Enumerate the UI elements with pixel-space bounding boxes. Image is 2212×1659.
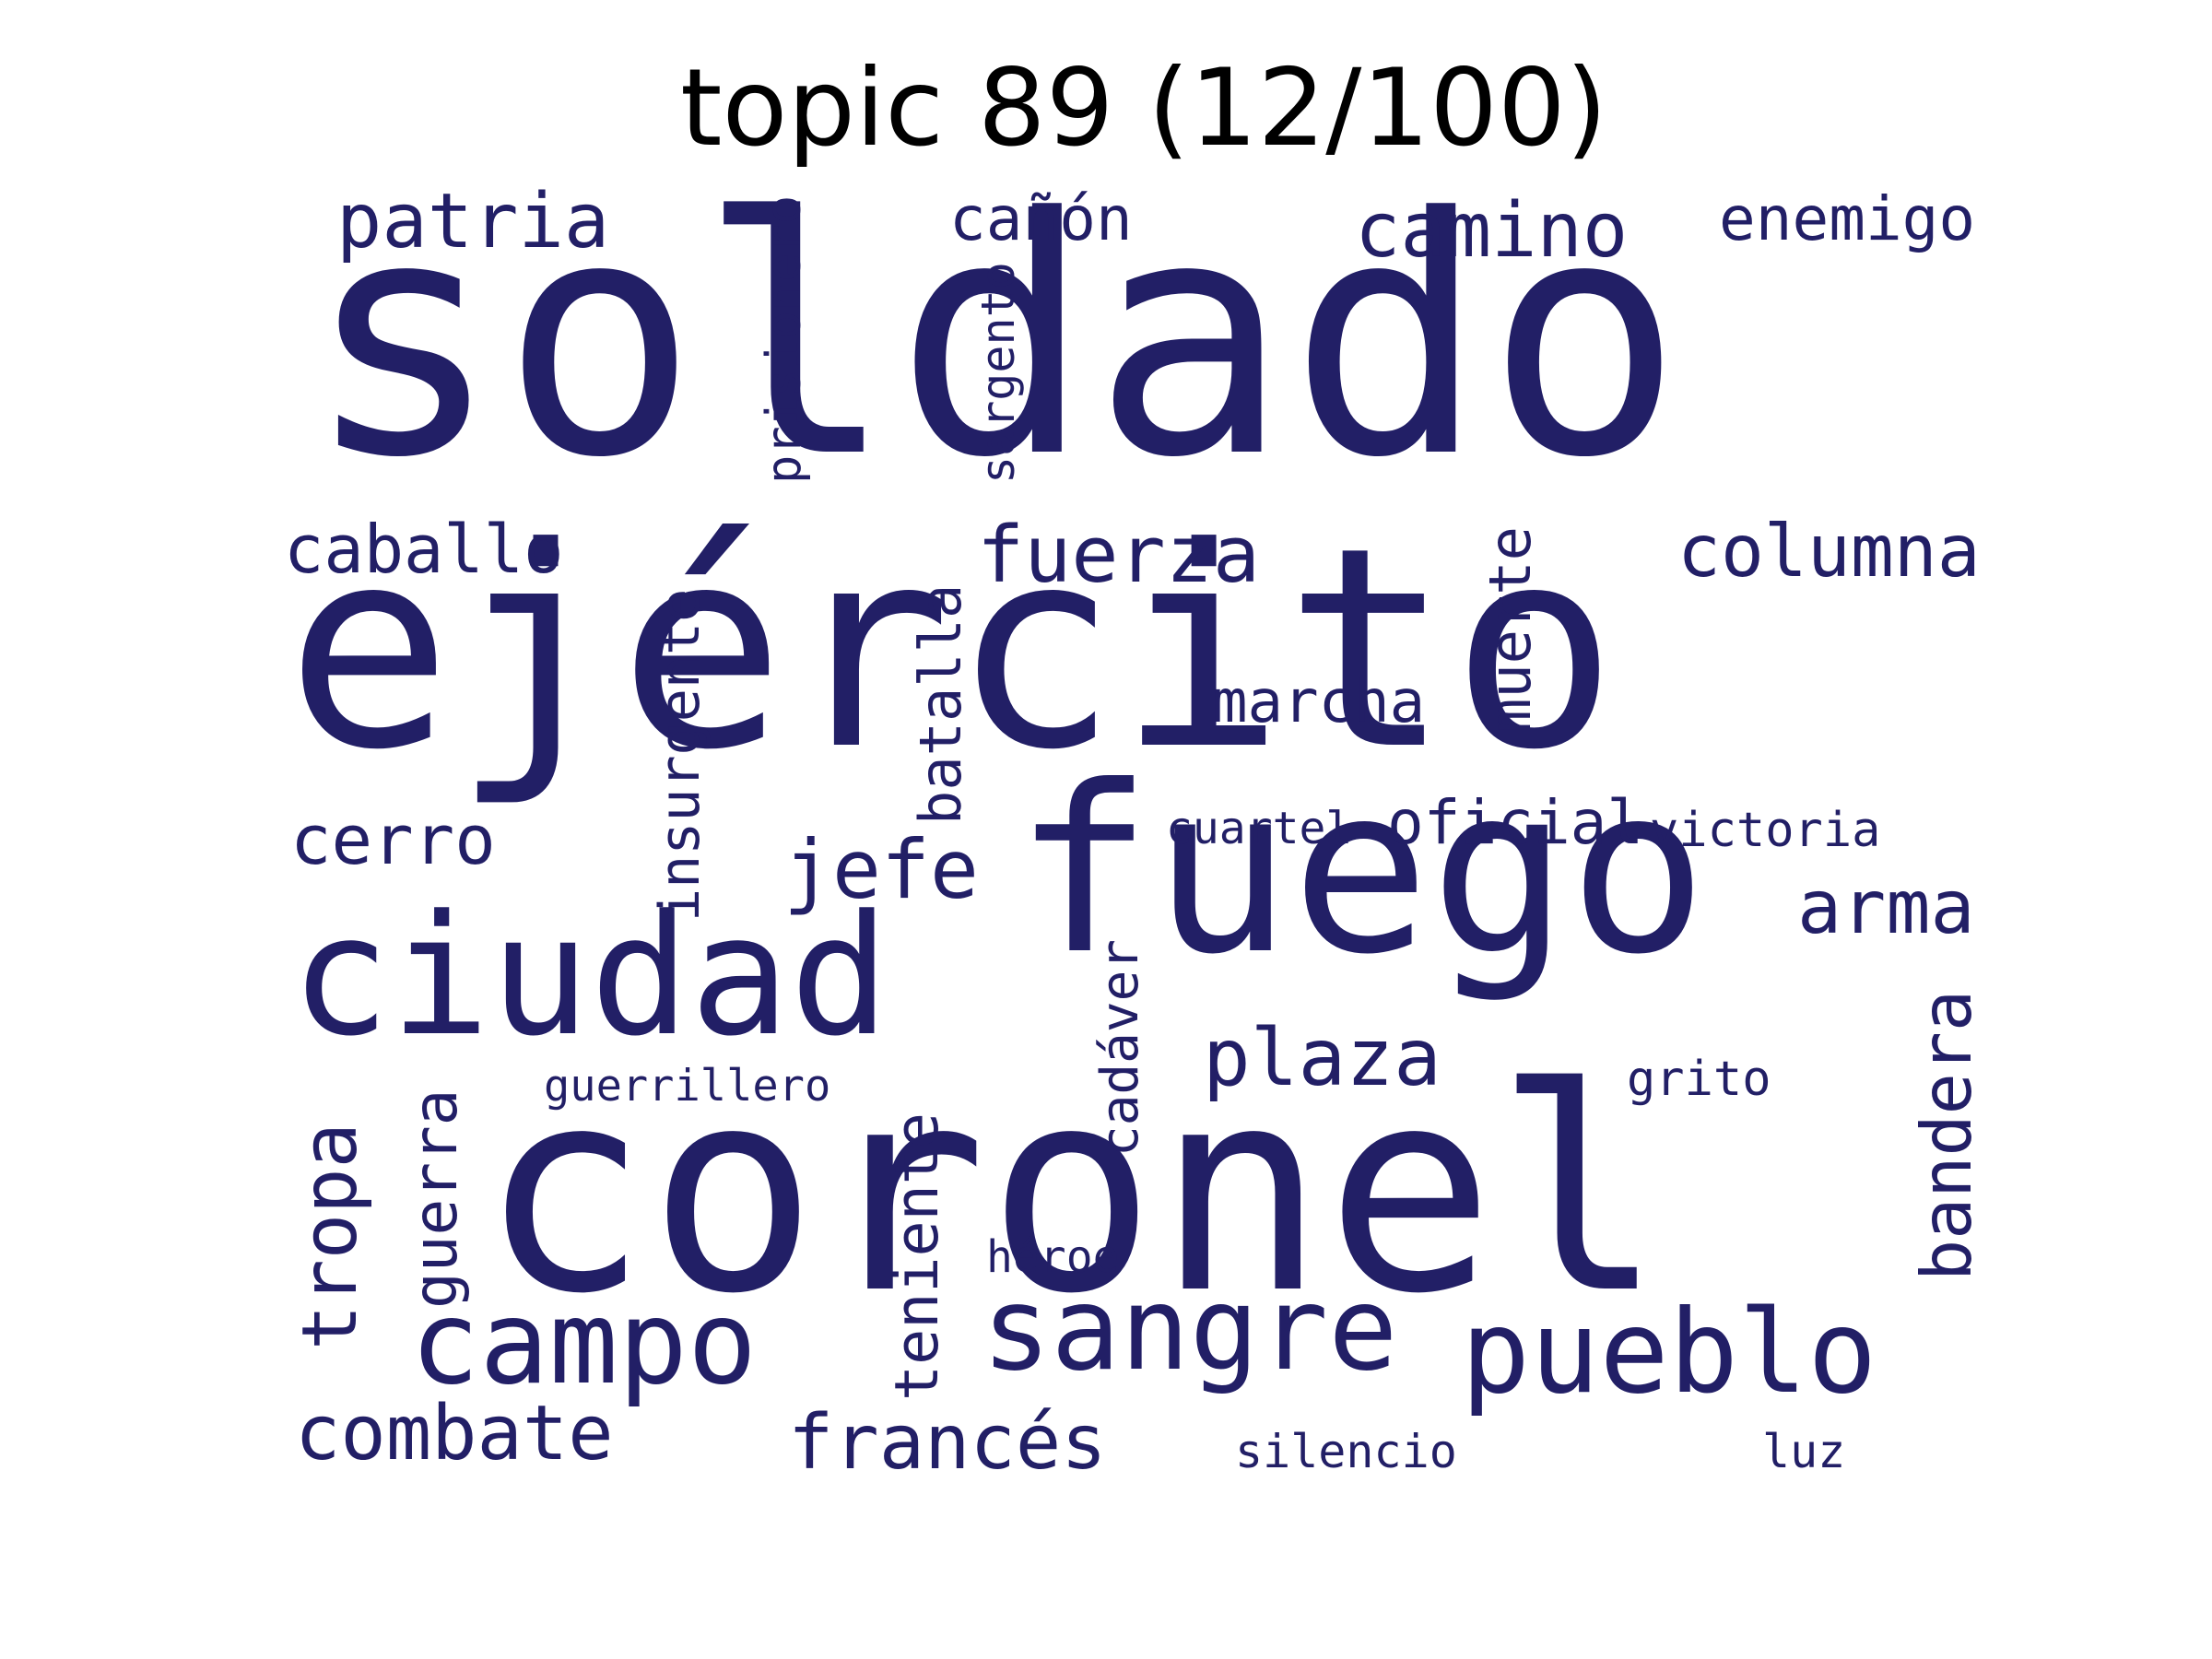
word-cloud-title: topic 89 (12/100) [679, 46, 1608, 171]
word-guerra: guerra [400, 1088, 471, 1309]
word-enemigo: enemigo [1719, 183, 1976, 254]
word-cadáver: cadáver [1090, 938, 1150, 1157]
word-patria: patria [336, 178, 610, 265]
word-victoria: victoria [1650, 803, 1881, 858]
word-camino: camino [1355, 187, 1629, 275]
word-pueblo: pueblo [1461, 1286, 1877, 1419]
word-insurgente: insurgente [648, 588, 712, 922]
word-ciudad: ciudad [290, 880, 890, 1073]
word-arma: arma [1797, 865, 1975, 950]
word-silencio: silencio [1235, 1425, 1457, 1478]
word-columna: columna [1677, 511, 1981, 594]
word-muerte: muerte [1477, 526, 1544, 733]
word-teniente: teniente [883, 1112, 952, 1401]
word-caballo: caballo [284, 511, 564, 588]
word-plaza: plaza [1203, 1012, 1441, 1104]
word-coronel: coronel [479, 1028, 1665, 1355]
word-francés: francés [788, 1399, 1107, 1487]
word-cerro: cerro [290, 801, 496, 880]
word-grito: grito [1627, 1052, 1771, 1107]
word-tropa: tropa [287, 1123, 374, 1350]
word-oficial: oficial [1387, 787, 1644, 858]
word-combate: combate [295, 1390, 614, 1477]
word-soldado: soldado [304, 147, 1684, 529]
word-prisionero: prisionero [757, 194, 812, 484]
word-fuerza: fuerza [977, 510, 1261, 601]
word-cañón: cañón [949, 183, 1133, 254]
word-bandera: bandera [1906, 989, 1987, 1281]
word-marcha: marcha [1212, 668, 1426, 736]
word-batalla: batalla [907, 583, 974, 825]
word-sangre: sangre [982, 1263, 1398, 1396]
word-sargento: sargento [971, 262, 1025, 484]
word-campo: campo [410, 1277, 758, 1410]
word-guerrillero: guerrillero [544, 1061, 831, 1112]
word-cuartel: cuartel [1166, 803, 1353, 854]
word-héroe: héroe [986, 1231, 1120, 1283]
word-ejército: ejército [286, 488, 1618, 810]
word-jefe: jefe [783, 822, 979, 917]
word-fuego: fuego [1014, 736, 1708, 1005]
word-luz: luz [1762, 1425, 1846, 1478]
